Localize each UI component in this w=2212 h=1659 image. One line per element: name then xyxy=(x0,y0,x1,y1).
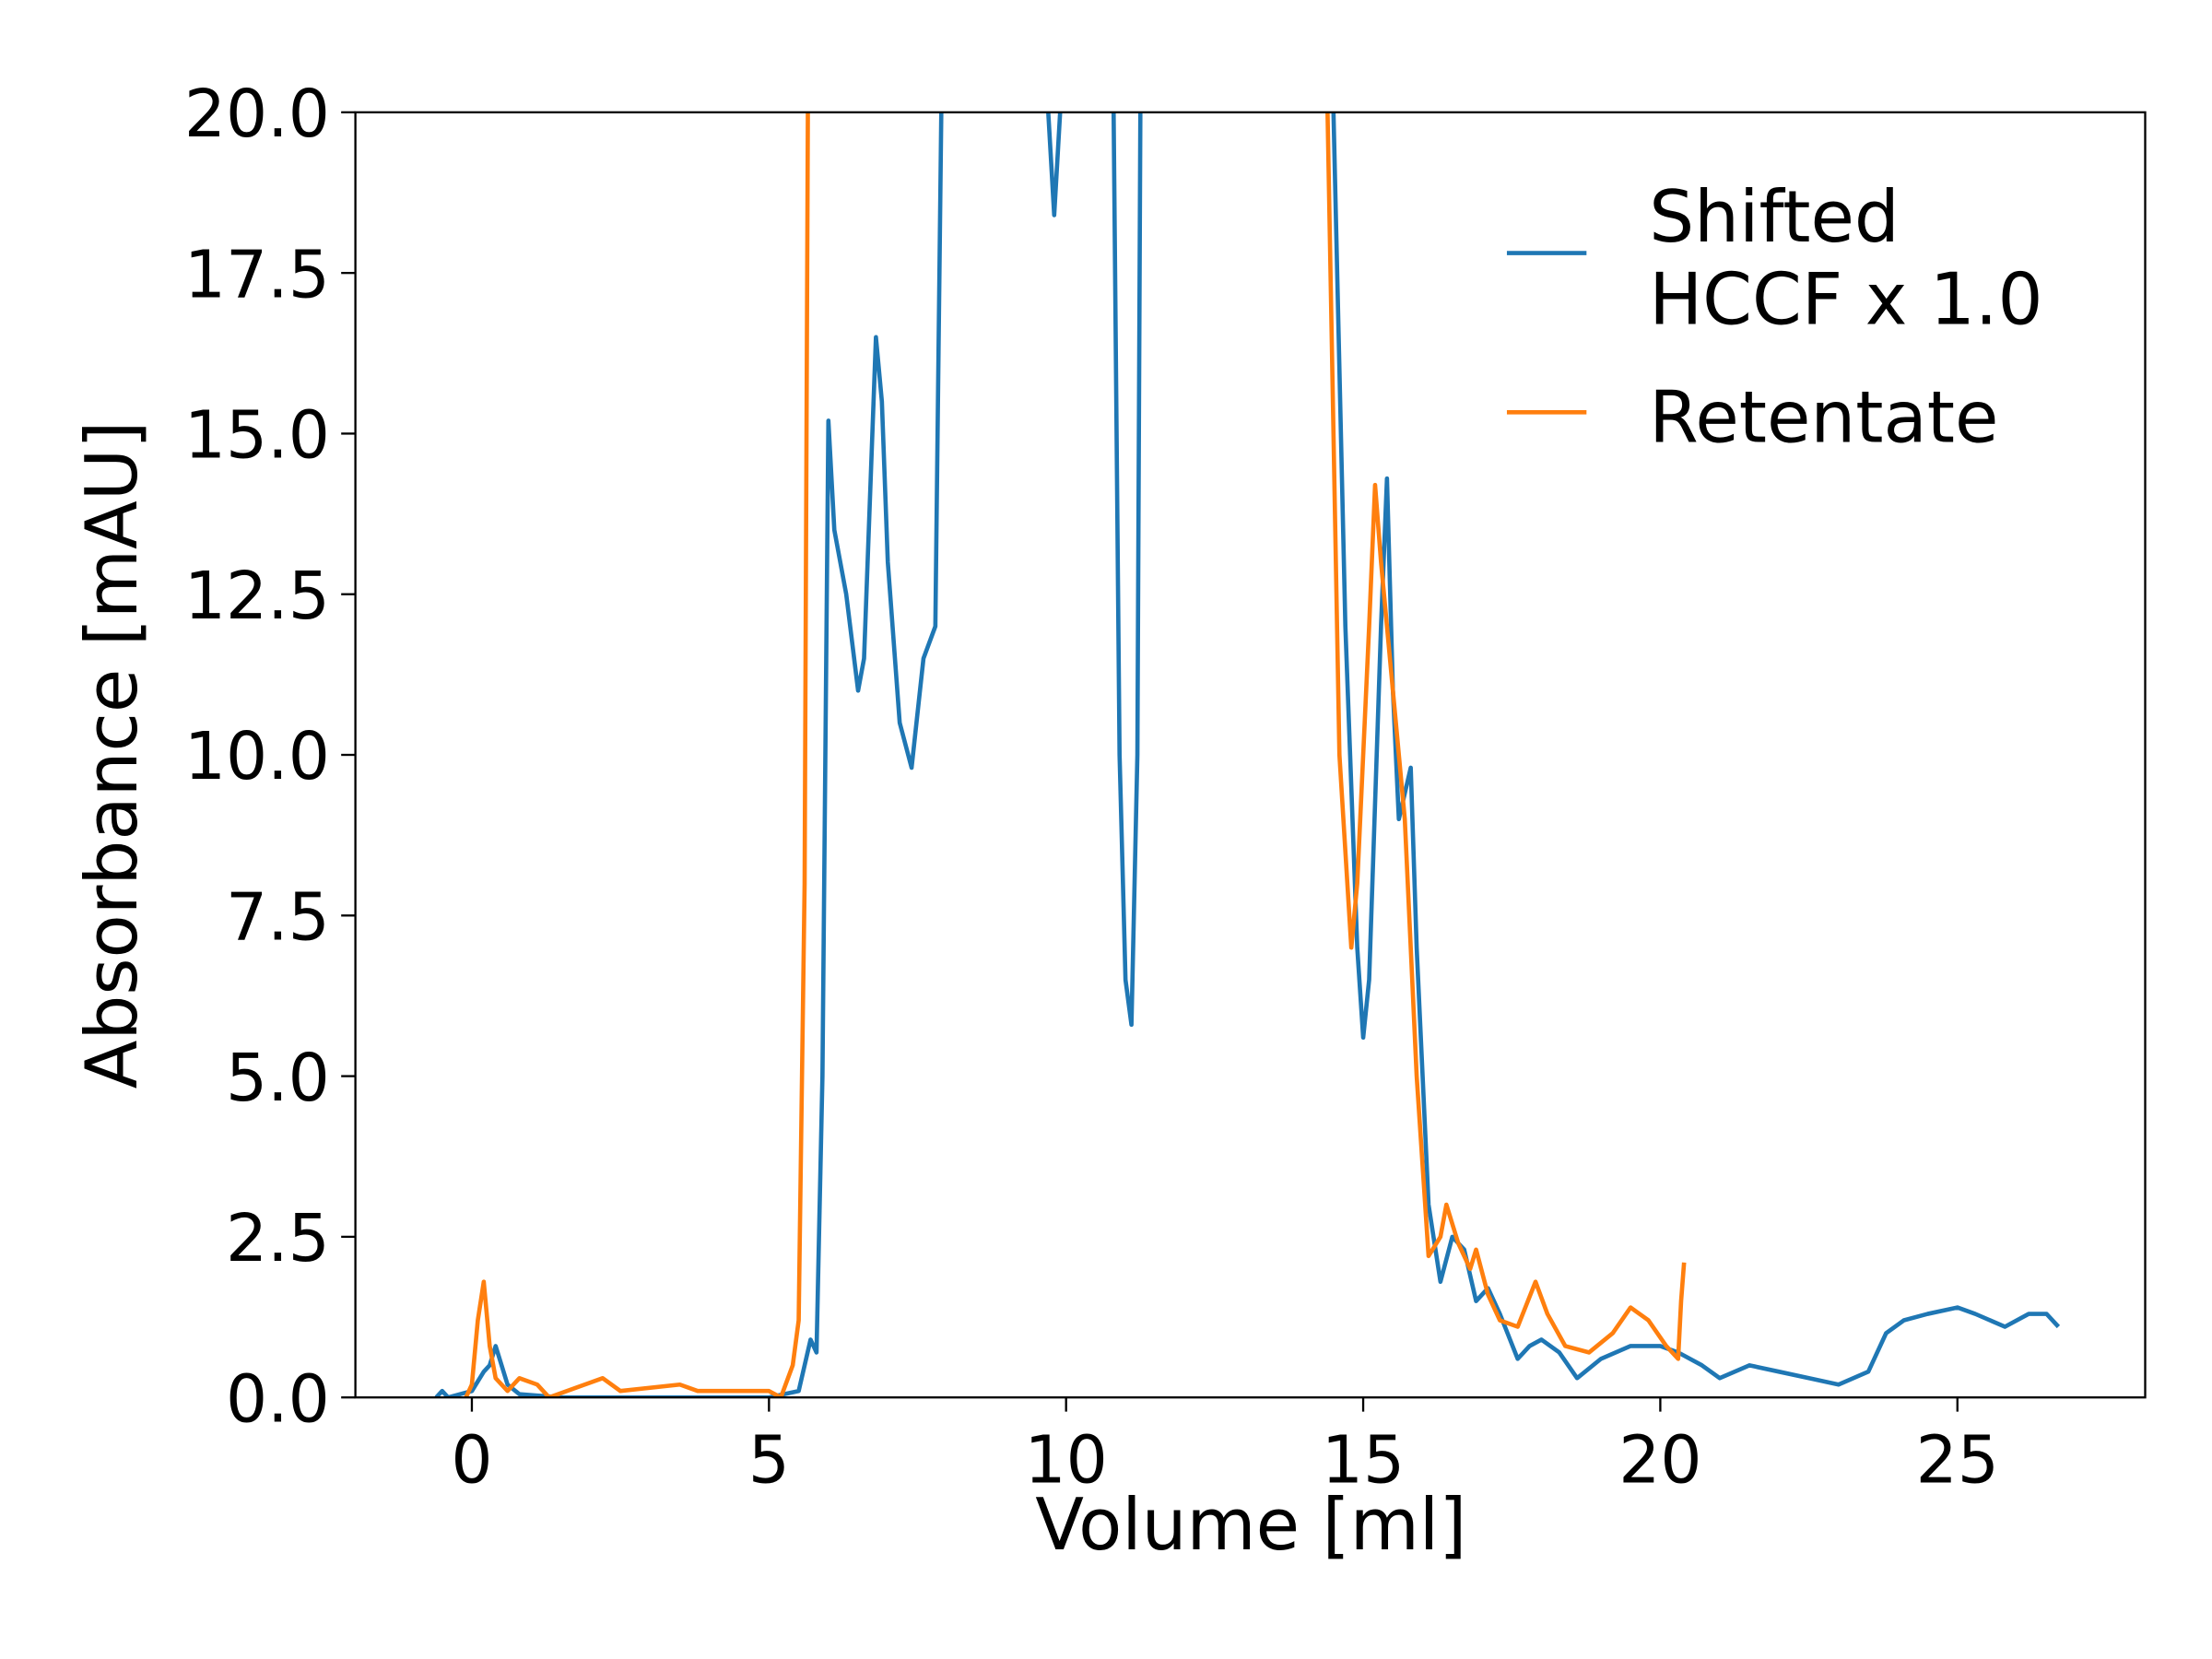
x-tick-label: 25 xyxy=(1916,1422,1999,1499)
y-axis-label: Absorbance [mAU] xyxy=(71,421,154,1089)
x-tick-label: 20 xyxy=(1618,1422,1701,1499)
series-line xyxy=(434,112,2061,1398)
y-tick-label: 2.5 xyxy=(226,1200,330,1277)
y-tick-label: 10.0 xyxy=(184,718,330,794)
y-tick-label: 0.0 xyxy=(226,1360,330,1437)
y-tick-label: 7.5 xyxy=(226,879,330,956)
y-tick-label: 20.0 xyxy=(184,76,330,152)
legend-label: Shifted HCCF x 1.0 xyxy=(1649,176,2042,341)
y-tick-label: 15.0 xyxy=(184,397,330,474)
series-line xyxy=(464,112,1687,1398)
x-tick-label: 15 xyxy=(1322,1422,1405,1499)
y-tick-label: 12.5 xyxy=(184,558,330,634)
x-tick-label: 5 xyxy=(748,1422,790,1499)
y-tick-label: 5.0 xyxy=(226,1040,330,1116)
y-tick-label: 17.5 xyxy=(184,236,330,312)
x-tick-label: 10 xyxy=(1025,1422,1108,1499)
x-axis-label: Volume [ml] xyxy=(1035,1484,1466,1567)
plot-frame xyxy=(354,111,2147,1399)
legend-label: Retentate xyxy=(1649,377,1998,460)
x-tick-label: 0 xyxy=(451,1422,492,1499)
